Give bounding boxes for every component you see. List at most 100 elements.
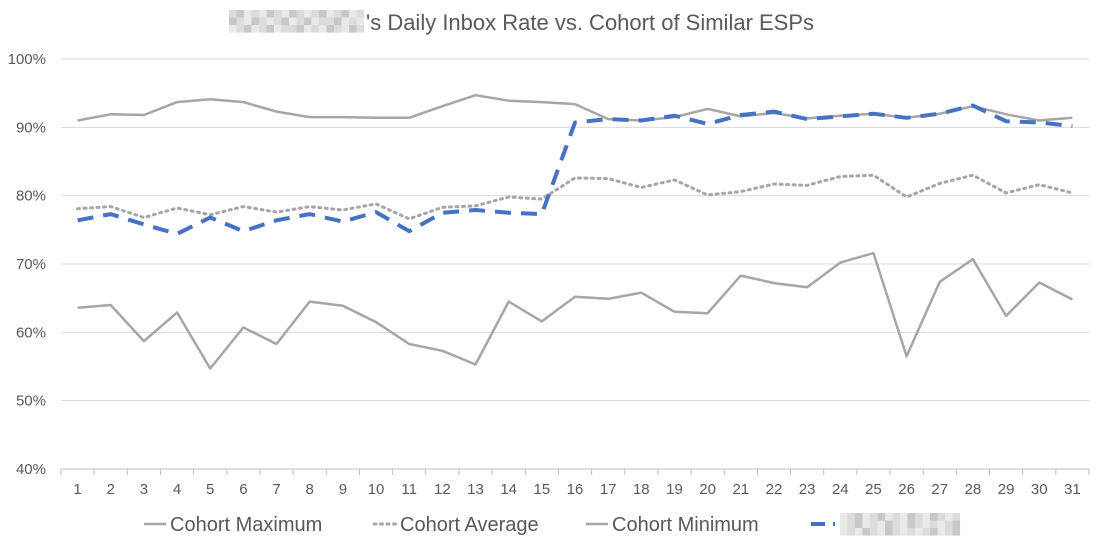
x-tick-label: 7 bbox=[272, 481, 280, 498]
redaction-block bbox=[847, 513, 856, 521]
x-tick-label: 25 bbox=[865, 481, 882, 498]
redaction-block bbox=[349, 10, 357, 18]
redaction-block bbox=[885, 528, 893, 536]
redaction-block bbox=[915, 513, 923, 521]
redaction-block bbox=[259, 17, 267, 26]
redaction-block bbox=[236, 10, 245, 18]
redaction-block bbox=[952, 520, 961, 529]
redaction-block bbox=[922, 528, 931, 536]
x-tick-label: 29 bbox=[998, 481, 1015, 498]
legend-label-redacted bbox=[840, 513, 961, 536]
redaction-block bbox=[870, 528, 878, 536]
redaction-block bbox=[274, 25, 282, 33]
redaction-block bbox=[356, 17, 365, 26]
legend: Cohort Maximum Cohort Average Cohort Minim… bbox=[144, 513, 961, 536]
redaction-block bbox=[244, 17, 252, 26]
y-tick-label: 40% bbox=[16, 461, 46, 478]
redaction-block bbox=[900, 520, 908, 529]
y-tick-label: 60% bbox=[16, 324, 46, 341]
redaction-block bbox=[930, 513, 938, 521]
redaction-block bbox=[244, 25, 252, 33]
y-tick-label: 80% bbox=[16, 188, 46, 205]
redaction-block bbox=[892, 520, 901, 529]
series-cohort-minimum bbox=[77, 251, 1073, 370]
redaction-block bbox=[847, 528, 856, 536]
redaction-block bbox=[281, 10, 290, 18]
redaction-block bbox=[289, 17, 297, 26]
redaction-block bbox=[937, 520, 946, 529]
redaction-block bbox=[907, 528, 916, 536]
x-tick-label: 3 bbox=[140, 481, 148, 498]
redaction-block bbox=[930, 528, 938, 536]
redaction-block bbox=[952, 528, 961, 536]
x-tick-label: 27 bbox=[931, 481, 948, 498]
x-tick-label: 21 bbox=[732, 481, 749, 498]
redaction-block bbox=[289, 10, 297, 18]
x-tick-label: 15 bbox=[533, 481, 550, 498]
redaction-block bbox=[922, 520, 931, 529]
x-tick-label: 4 bbox=[173, 481, 181, 498]
redaction-block bbox=[877, 513, 886, 521]
redaction-block bbox=[334, 25, 342, 33]
legend-label: Cohort Maximum bbox=[170, 514, 322, 536]
redaction-block bbox=[319, 17, 327, 26]
y-tick-label: 90% bbox=[16, 119, 46, 136]
x-tick-label: 17 bbox=[600, 481, 617, 498]
redaction-block bbox=[855, 520, 863, 529]
x-tick-label: 5 bbox=[206, 481, 214, 498]
redaction-block bbox=[349, 25, 357, 33]
x-tick-label: 13 bbox=[467, 481, 484, 498]
x-tick-label: 20 bbox=[699, 481, 716, 498]
redaction-block bbox=[945, 513, 953, 521]
redaction-block bbox=[952, 513, 961, 521]
x-tick-label: 10 bbox=[368, 481, 385, 498]
redaction-block bbox=[259, 25, 267, 33]
redaction-block bbox=[304, 10, 312, 18]
redaction-block bbox=[311, 17, 320, 26]
redaction-block bbox=[296, 10, 305, 18]
y-tick-label: 50% bbox=[16, 393, 46, 410]
x-axis-tick-labels: 1 2 3 4 5 6 7 8 9 10 11 12 13 14 15 16 17 18 19 20 21 22 23 24 2… bbox=[73, 481, 1080, 498]
redaction-block bbox=[334, 17, 342, 26]
redaction-block bbox=[356, 25, 365, 33]
redaction-block bbox=[862, 513, 871, 521]
redaction-block bbox=[847, 520, 856, 529]
x-axis bbox=[60, 468, 1090, 475]
x-tick-label: 28 bbox=[965, 481, 982, 498]
x-tick-label: 16 bbox=[567, 481, 584, 498]
series-redacted bbox=[77, 103, 1073, 236]
redaction-block bbox=[885, 520, 893, 529]
redaction-block bbox=[266, 10, 275, 18]
redaction-block bbox=[840, 520, 848, 529]
redaction-block bbox=[870, 520, 878, 529]
redaction-block bbox=[251, 17, 260, 26]
redaction-block bbox=[870, 513, 878, 521]
x-tick-label: 22 bbox=[766, 481, 783, 498]
redaction-block bbox=[229, 25, 237, 33]
redaction-block bbox=[311, 25, 320, 33]
redaction-block bbox=[862, 528, 871, 536]
redaction-block bbox=[945, 528, 953, 536]
redaction-block bbox=[326, 17, 335, 26]
redaction-block bbox=[341, 17, 350, 26]
chart-title-text: 's Daily Inbox Rate vs. Cohort of Simila… bbox=[366, 10, 814, 35]
x-tick-label: 30 bbox=[1031, 481, 1048, 498]
x-tick-label: 26 bbox=[898, 481, 915, 498]
x-tick-label: 11 bbox=[401, 481, 417, 498]
redaction-block bbox=[229, 17, 237, 26]
redaction-block bbox=[877, 528, 886, 536]
redaction-block bbox=[229, 10, 237, 18]
redaction-block bbox=[892, 528, 901, 536]
redaction-block bbox=[266, 17, 275, 26]
redaction-block bbox=[334, 10, 342, 18]
redaction-block bbox=[281, 17, 290, 26]
redaction-block bbox=[281, 25, 290, 33]
series-lines bbox=[76, 93, 1074, 370]
redaction-block bbox=[907, 513, 916, 521]
redaction-block bbox=[311, 10, 320, 18]
redaction-block bbox=[915, 528, 923, 536]
redaction-block bbox=[900, 528, 908, 536]
x-tick-label: 2 bbox=[107, 481, 115, 498]
redaction-block bbox=[319, 25, 327, 33]
